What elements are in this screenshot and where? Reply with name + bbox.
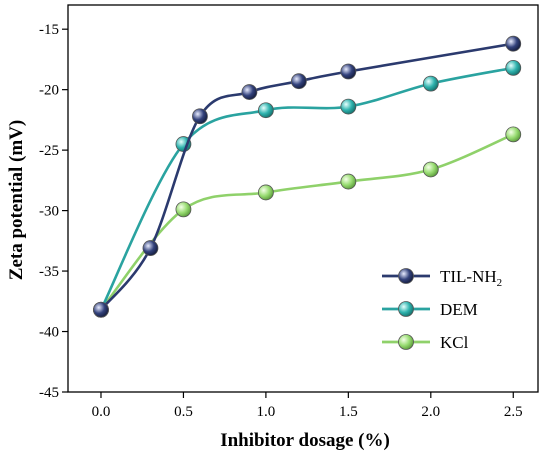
legend-marker	[398, 301, 414, 317]
y-tick-label: -30	[39, 204, 59, 220]
data-point	[241, 84, 258, 100]
legend-label: TIL-NH2	[440, 267, 502, 289]
data-point	[142, 240, 159, 256]
data-point	[257, 102, 274, 119]
series-til-nh	[93, 35, 522, 318]
x-tick-label: 1.5	[339, 404, 358, 420]
x-tick-label: 2.5	[504, 404, 523, 420]
legend-item: TIL-NH2	[382, 267, 502, 289]
y-tick-label: -25	[39, 143, 59, 159]
data-point	[93, 301, 109, 318]
y-axis-title: Zeta potential (mV)	[6, 120, 27, 280]
data-point	[505, 35, 522, 52]
data-point	[340, 173, 357, 190]
legend-label: DEM	[440, 300, 478, 319]
y-tick-label: -40	[39, 325, 59, 341]
x-tick-label: 0.0	[92, 404, 111, 420]
series-layer	[93, 35, 522, 318]
y-tick-label: -45	[39, 385, 59, 401]
data-point	[340, 63, 357, 80]
data-point	[505, 126, 522, 143]
x-axis-title: Inhibitor dosage (%)	[220, 430, 390, 451]
data-point	[505, 59, 522, 76]
y-axis-ticks: -45 -40 -35 -30 -25 -20 -15	[39, 22, 68, 401]
x-tick-label: 1.0	[257, 404, 276, 420]
series-kcl	[93, 126, 522, 318]
y-tick-label: -20	[39, 83, 59, 99]
legend-marker	[398, 268, 414, 284]
y-tick-label: -15	[39, 22, 59, 38]
data-point	[175, 201, 192, 218]
data-point	[192, 108, 208, 125]
data-point	[257, 184, 274, 201]
data-point	[422, 161, 439, 178]
x-tick-label: 2.0	[421, 404, 440, 420]
legend-item: DEM	[382, 300, 478, 319]
legend: TIL-NH2 DEM KCl	[382, 267, 502, 352]
y-tick-label: -35	[39, 264, 59, 280]
legend-item: KCl	[382, 333, 469, 352]
data-point	[290, 73, 307, 90]
data-point	[340, 98, 357, 115]
legend-label: KCl	[440, 333, 469, 352]
legend-marker	[398, 334, 414, 350]
data-point	[422, 75, 439, 92]
x-axis-ticks: 0.0 0.5 1.0 1.5 2.0 2.5	[92, 392, 523, 420]
x-tick-label: 0.5	[174, 404, 193, 420]
plot-frame	[67, 4, 539, 393]
plot-border	[67, 4, 539, 393]
